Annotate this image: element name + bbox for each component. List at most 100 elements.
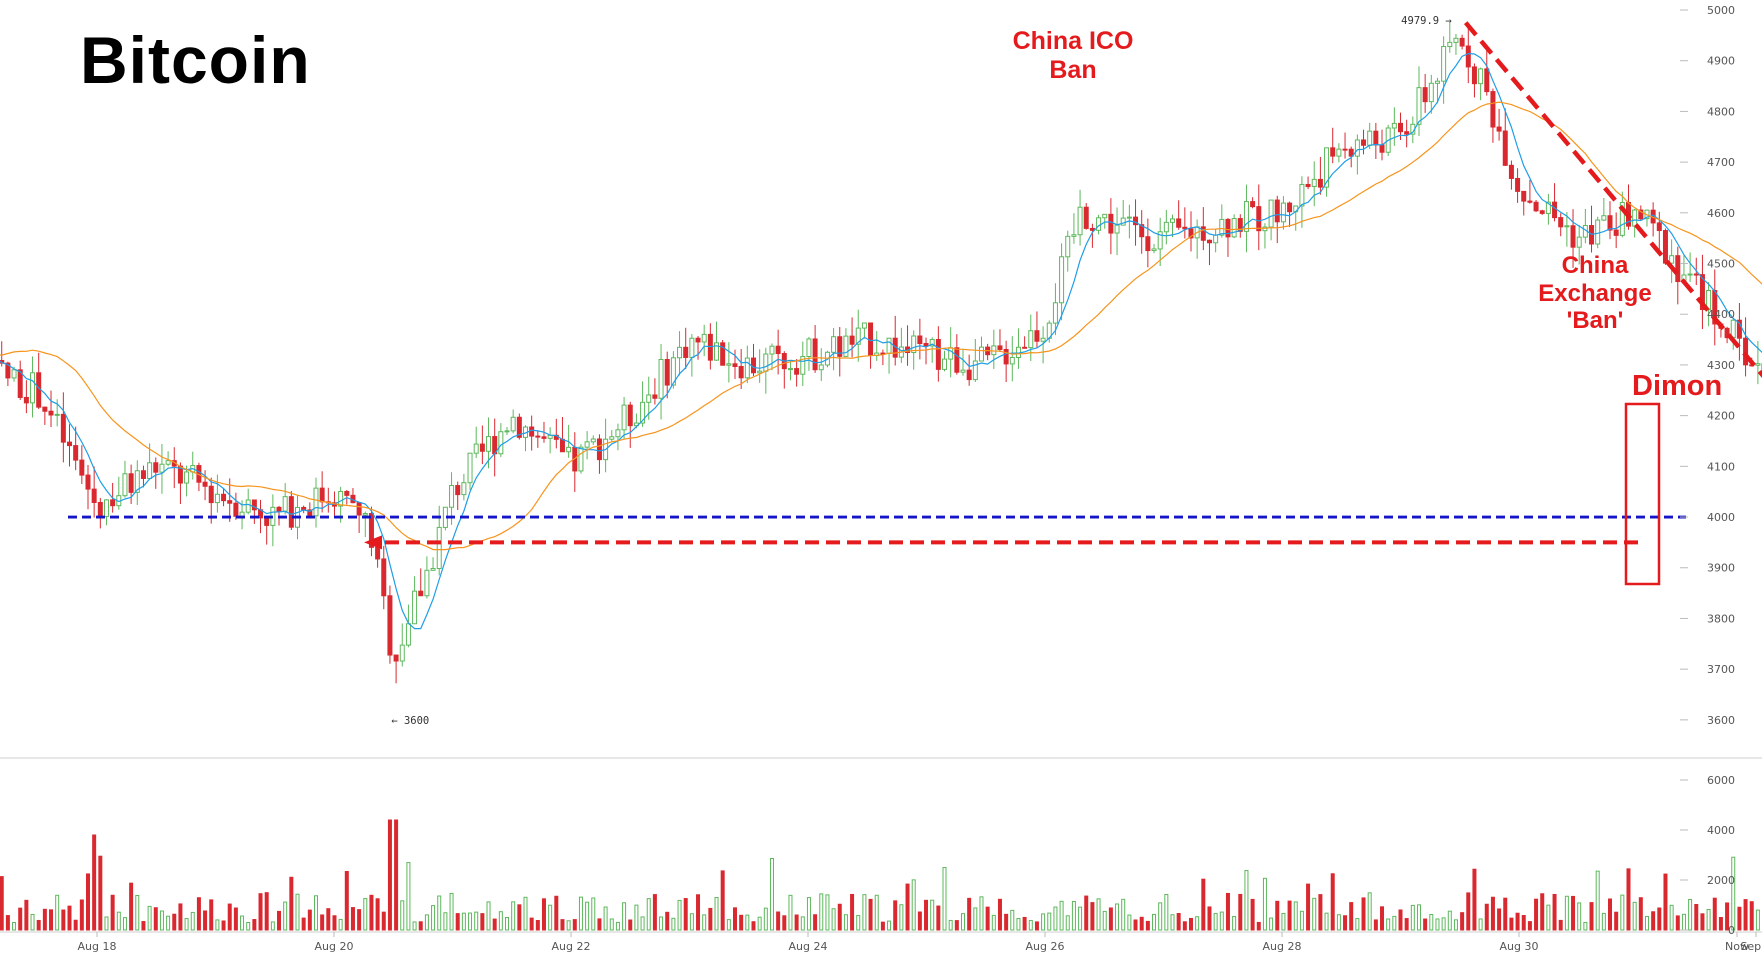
candle-body <box>467 452 473 484</box>
volume-bar <box>270 921 275 931</box>
volume-bar <box>357 909 362 931</box>
volume-bar <box>203 910 208 931</box>
candle-body <box>670 357 676 386</box>
volume-bar <box>129 882 134 931</box>
volume-bar <box>1324 912 1329 931</box>
candle-body <box>664 358 670 386</box>
volume-bar <box>1102 910 1107 931</box>
y-tick-label: 3600 <box>1707 714 1735 727</box>
volume-bar <box>1681 913 1686 931</box>
candle-body <box>1176 218 1182 228</box>
volume-bar <box>289 876 294 931</box>
volume-bar <box>788 894 793 931</box>
volume-bar <box>240 915 245 931</box>
x-tick-label: Sep 1 <box>1740 940 1762 953</box>
candle-body <box>769 345 775 355</box>
candle-body <box>707 333 713 361</box>
volume-bar <box>387 819 392 931</box>
candle-body <box>1675 255 1681 283</box>
candle-body <box>1453 37 1459 43</box>
y-tick-label: 4300 <box>1707 359 1735 372</box>
candle-body <box>85 474 91 490</box>
candle-body <box>399 644 405 662</box>
candle-body <box>1398 122 1403 133</box>
candle-body <box>627 404 633 427</box>
volume-bars <box>0 819 1760 931</box>
candle-body <box>165 460 171 465</box>
volume-bar <box>1108 907 1113 931</box>
candle-body <box>412 590 418 625</box>
volume-bar <box>936 905 941 931</box>
volume-bar <box>1540 893 1545 931</box>
volume-bar <box>554 895 559 931</box>
candle-body <box>498 431 504 455</box>
candle-body <box>1028 330 1034 349</box>
candle-body <box>319 487 325 503</box>
volume-bar <box>819 893 824 931</box>
candle-body <box>122 473 128 497</box>
candle-body <box>1558 217 1564 228</box>
volume-bar <box>905 883 910 931</box>
candle-body <box>1730 319 1736 339</box>
volume-bar <box>1441 917 1446 931</box>
volume-bar <box>622 902 627 931</box>
candle-body <box>720 342 726 366</box>
candle-body <box>140 470 146 479</box>
x-tick-label: Aug 28 <box>1263 940 1302 953</box>
candle-body <box>1391 122 1397 129</box>
volume-bar <box>683 898 688 931</box>
volume-tick-label: 2000 <box>1707 874 1735 887</box>
candle-body <box>1354 139 1360 157</box>
y-tick-label: 5000 <box>1707 4 1735 17</box>
volume-bar <box>1152 913 1157 931</box>
volume-bar <box>1158 902 1163 931</box>
volume-bar <box>394 819 399 931</box>
candle-body <box>942 358 948 370</box>
volume-bar <box>739 914 744 931</box>
candle-body <box>1508 164 1514 179</box>
volume-bar <box>1472 868 1477 931</box>
volume-bar <box>745 914 750 931</box>
candle-body <box>1151 248 1157 252</box>
volume-bar <box>104 916 109 931</box>
volume-bar <box>0 876 4 931</box>
volume-bar <box>1731 856 1736 931</box>
x-tick-label: Aug 26 <box>1026 940 1065 953</box>
volume-bar <box>141 921 146 931</box>
volume-bar <box>12 921 17 931</box>
volume-bar <box>1004 913 1009 931</box>
candle-body <box>1102 213 1108 219</box>
candle-body <box>609 436 615 440</box>
candle-body <box>159 463 165 473</box>
volume-bar <box>1034 921 1039 931</box>
candle-body <box>356 502 362 516</box>
candle-body <box>1077 206 1083 236</box>
candle-body <box>67 441 73 447</box>
volume-bar <box>209 899 214 931</box>
volume-bar <box>597 918 602 931</box>
candle-body <box>787 368 793 371</box>
candle-body <box>695 337 701 343</box>
candle-body <box>461 482 467 496</box>
volume-bar <box>1355 918 1360 931</box>
volume-bar <box>344 870 349 931</box>
volume-bar <box>646 898 651 931</box>
y-tick-label: 3900 <box>1707 562 1735 575</box>
volume-bar <box>455 913 460 931</box>
volume-bar <box>973 907 978 931</box>
y-tick-label: 4200 <box>1707 410 1735 423</box>
volume-bar <box>1275 900 1280 931</box>
volume-bar <box>1527 921 1532 931</box>
volume-bar <box>665 911 670 931</box>
candle-body <box>1268 199 1274 228</box>
y-tick-label: 4600 <box>1707 207 1735 220</box>
volume-bar <box>1256 921 1261 931</box>
candle-body <box>1527 200 1533 203</box>
candle-body <box>504 430 510 433</box>
candle-body <box>757 370 763 374</box>
volume-bar <box>1336 914 1341 931</box>
candle-body <box>750 357 756 374</box>
candle-body <box>381 558 387 597</box>
candle-body <box>11 369 17 379</box>
